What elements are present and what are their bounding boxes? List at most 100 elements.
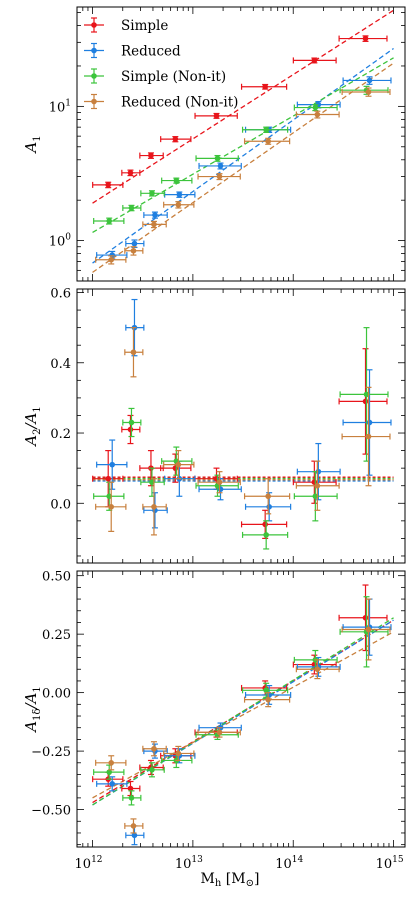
data-point (366, 419, 373, 426)
plot-area (92, 298, 394, 550)
fit-line-reduced_nonit (92, 631, 394, 799)
y-axis-label-sub: 1 (32, 686, 43, 692)
y-tick-label: 0.4 (50, 357, 71, 372)
data-point (105, 475, 112, 482)
y-tick-label: −0.25 (31, 745, 71, 760)
legend-marker-dot (91, 73, 97, 79)
data-point (175, 461, 182, 468)
data-point (265, 138, 271, 145)
panel-frame (76, 570, 406, 848)
series-reduced_nonit (95, 598, 391, 834)
data-point (128, 205, 135, 211)
series-reduced_nonit (95, 327, 391, 536)
data-point (176, 191, 183, 198)
x-tick-label-exp: 13 (191, 855, 203, 865)
data-point (149, 767, 155, 773)
data-point (151, 745, 157, 752)
y-axis-label-sub: 1 (32, 406, 43, 412)
series-simple_nonit (93, 596, 389, 806)
legend: Simple Reduced Simple (Non-it) Reduced (Non… (84, 17, 238, 111)
fit-line-simple (92, 619, 394, 804)
x-tick-label-base: 10 (376, 857, 393, 872)
data-point (127, 785, 134, 792)
data-point (314, 482, 321, 489)
series-simple_nonit (93, 85, 389, 225)
legend-marker-dot (91, 98, 97, 105)
series-reduced (96, 598, 392, 846)
x-axis-label: Mh [M⊙] (201, 871, 260, 889)
data-point (152, 212, 158, 218)
data-point (312, 104, 319, 111)
data-point (216, 729, 223, 736)
data-point (365, 89, 372, 95)
fit-line-reduced_nonit (92, 62, 394, 273)
panel-frame (76, 288, 406, 564)
legend-label-simple_nonit: Simple (Non-it) (121, 69, 226, 85)
x-tick-label-base: 10 (75, 857, 92, 872)
data-point (216, 479, 223, 486)
y-axis-label: A1δ/A1 (22, 686, 43, 734)
y-tick-label: 0.0 (50, 497, 71, 512)
y-axis-label-sub: 1δ (32, 709, 43, 721)
x-axis-label-main: M (201, 871, 215, 887)
x-tick-label: 1014 (275, 855, 303, 872)
y-tick-label-exp: 1 (65, 98, 71, 108)
data-point (130, 247, 137, 254)
y-tick-label: 0.25 (42, 628, 71, 643)
y-tick-label: 0.6 (50, 287, 71, 302)
svg-text:Mh [M⊙]: Mh [M⊙] (201, 871, 260, 889)
y-tick-label: 0.2 (50, 427, 71, 442)
data-point (106, 218, 113, 224)
legend-marker-dot (91, 22, 97, 28)
data-point (213, 113, 220, 119)
data-point (362, 398, 369, 405)
data-point (262, 83, 268, 90)
data-point (108, 503, 115, 510)
data-point (265, 493, 271, 500)
data-point (106, 493, 113, 500)
data-point (314, 111, 321, 118)
y-axis-label-main: A (22, 435, 40, 448)
y-tick-label: −0.50 (31, 804, 71, 819)
data-point (109, 781, 116, 787)
data-point (172, 136, 179, 142)
data-point (175, 750, 182, 757)
series-simple (92, 348, 388, 540)
y-axis-label-sub: 1 (32, 135, 43, 141)
x-tick-label-exp: 14 (292, 855, 304, 865)
data-point (105, 182, 112, 188)
data-point (362, 614, 369, 621)
data-point (266, 503, 272, 510)
data-point (217, 163, 224, 169)
data-point (127, 426, 134, 433)
data-point (109, 252, 116, 258)
x-tick-label-exp: 15 (392, 855, 404, 865)
data-point (149, 190, 155, 197)
data-point (263, 532, 269, 538)
data-point (173, 177, 180, 184)
y-tick-label-base: 10 (49, 100, 66, 115)
data-point (131, 832, 138, 839)
plot-area (92, 9, 394, 273)
y-tick-label: 0.50 (42, 570, 71, 585)
x-tick-label-exp: 12 (91, 855, 102, 865)
y-tick-label-exp: 0 (65, 233, 71, 243)
data-point (109, 461, 116, 468)
fit-line-simple_nonit (92, 617, 394, 806)
data-point (108, 759, 115, 766)
data-point (365, 626, 372, 633)
y-axis-label: A1 (22, 135, 43, 154)
y-axis-label-sub: 2 (32, 429, 43, 435)
series-simple (92, 35, 388, 189)
x-axis-label-sub: h (215, 878, 222, 889)
series-reduced_nonit (95, 87, 391, 265)
y-tick-label: 0.00 (42, 687, 71, 702)
data-point (311, 57, 318, 64)
data-point (263, 687, 269, 694)
data-point (365, 433, 372, 440)
series-simple (92, 584, 388, 797)
data-point (175, 201, 182, 208)
legend-marker-dot (91, 47, 97, 54)
